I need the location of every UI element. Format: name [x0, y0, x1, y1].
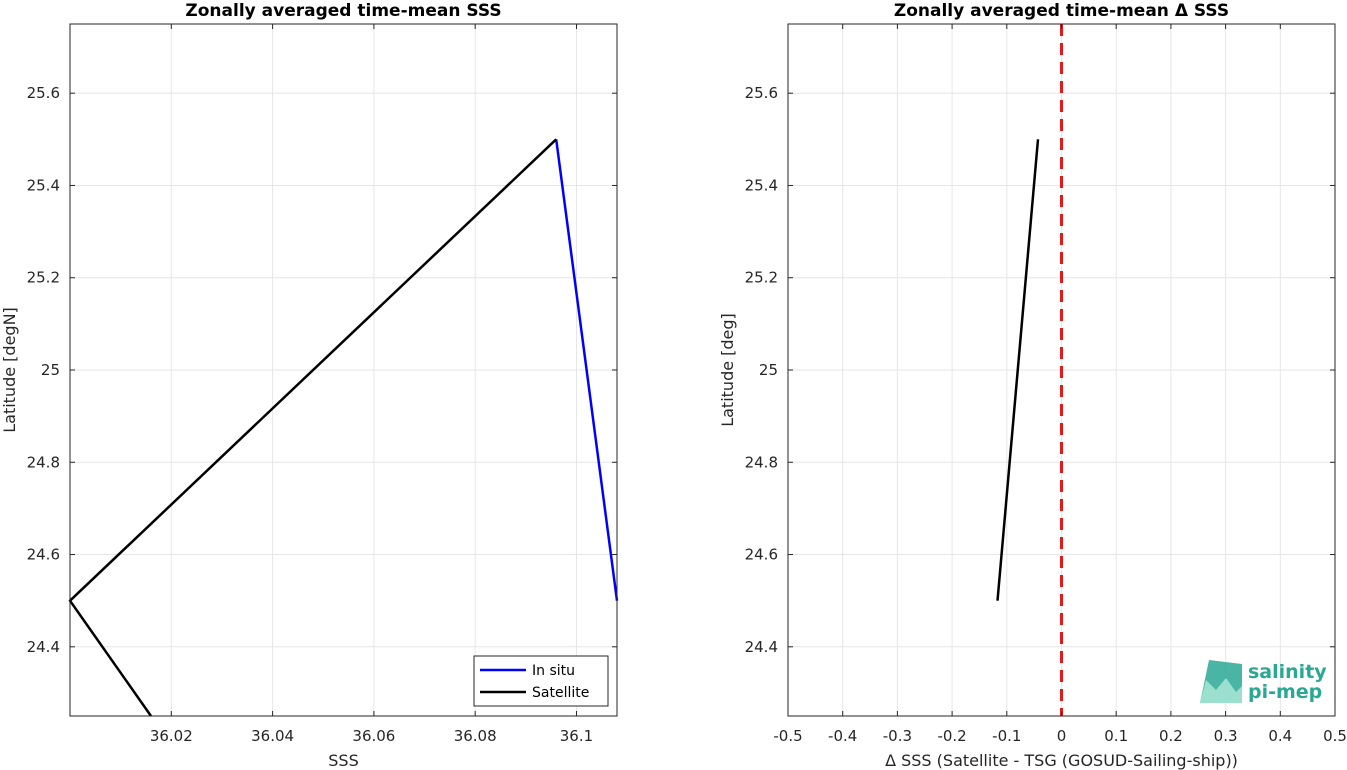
- y-tick-label: 25.6: [745, 84, 778, 102]
- chart-title: Zonally averaged time-mean SSS: [185, 1, 501, 21]
- legend-label: Satellite: [532, 685, 589, 701]
- y-tick-label: 24.4: [745, 638, 778, 656]
- y-tick-label: 25.2: [745, 269, 778, 287]
- x-tick-label: -0.2: [937, 727, 966, 745]
- logo-mark-wave: [1200, 678, 1242, 703]
- panel-zonal-mean-delta-sss: -0.5 -0.4 -0.3 -0.2 -0.1 0 0.1 0.2 0.3 0.4 0.5 24.4…: [718, 1, 1347, 770]
- x-tick-label: 0: [1057, 727, 1067, 745]
- y-tick-label: 24.8: [745, 453, 778, 471]
- x-axis-label: SSS: [328, 751, 358, 770]
- salinity-pi-mep-logo: salinity pi-mep: [1200, 660, 1327, 703]
- y-tick-label: 25.4: [27, 176, 60, 194]
- y-tick-label: 25.6: [27, 84, 60, 102]
- x-tick-label: 0.3: [1214, 727, 1238, 745]
- x-tick-label: 36.04: [251, 727, 294, 745]
- x-tick-label: -0.1: [992, 727, 1021, 745]
- x-tick-label: 36.06: [352, 727, 395, 745]
- y-tick-label: 25.4: [745, 176, 778, 194]
- y-tick-label: 25: [759, 361, 778, 379]
- series-line-0: [996, 139, 1040, 601]
- y-tick-label: 24.6: [745, 546, 778, 564]
- x-tick-label: 36.08: [454, 727, 497, 745]
- x-tick-label: 0.1: [1104, 727, 1128, 745]
- y-axis-label: Latitude [deg]: [718, 313, 737, 427]
- x-tick-label: -0.5: [773, 727, 802, 745]
- logo-text-line1: salinity: [1248, 661, 1327, 683]
- logo-text-line2: pi-mep: [1248, 681, 1322, 703]
- panel-zonal-mean-sss: 36.02 36.04 36.06 36.08 36.1 24.4 24.6 24.8 25 25…: [0, 1, 619, 770]
- x-tick-label: -0.4: [828, 727, 857, 745]
- x-tick-label: -0.3: [883, 727, 912, 745]
- x-tick-label: 0.2: [1159, 727, 1183, 745]
- legend-label: In situ: [532, 663, 575, 679]
- x-tick-label: 36.02: [150, 727, 193, 745]
- y-tick-label: 24.6: [27, 546, 60, 564]
- y-tick-label: 24.8: [27, 453, 60, 471]
- y-tick-label: 25.2: [27, 269, 60, 287]
- y-axis-label: Latitude [degN]: [0, 307, 19, 433]
- x-tick-label: 36.1: [560, 727, 593, 745]
- legend-box: [473, 655, 609, 707]
- x-tick-label: 0.4: [1268, 727, 1292, 745]
- x-axis-label: Δ SSS (Satellite - TSG (GOSUD-Sailing-sh…: [885, 751, 1238, 770]
- chart-title: Zonally averaged time-mean Δ SSS: [894, 1, 1229, 21]
- y-tick-label: 24.4: [27, 638, 60, 656]
- series-line-in-situ: [554, 139, 619, 601]
- x-tick-label: 0.5: [1323, 727, 1347, 745]
- y-tick-label: 25: [41, 361, 60, 379]
